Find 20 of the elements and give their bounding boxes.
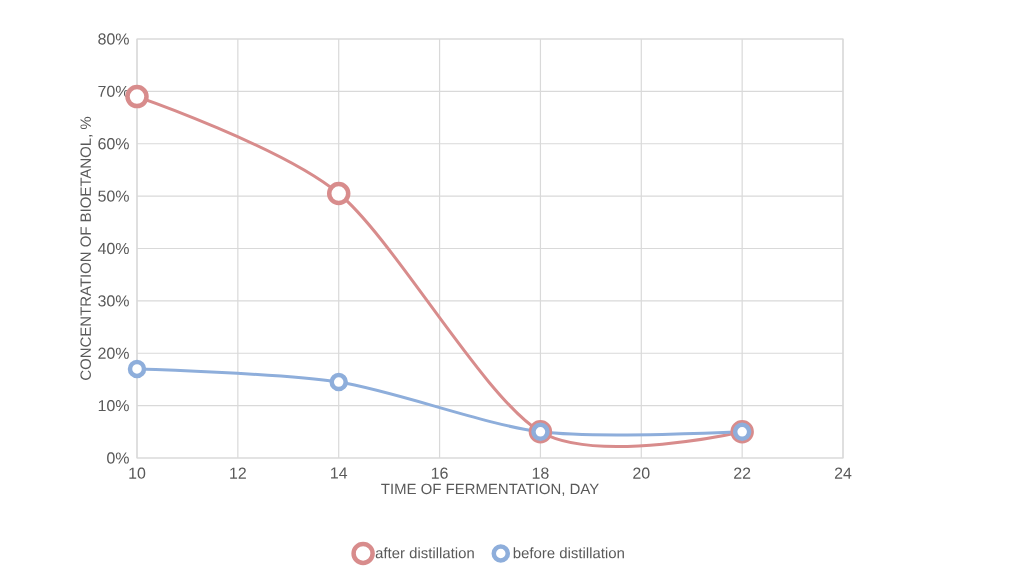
x-tick-label: 20	[633, 467, 650, 479]
y-axis-title: CONCENTRATION OF BIOETANOL, %	[80, 116, 93, 380]
y-tick-label: 30%	[98, 295, 129, 307]
y-tick-label: 80%	[98, 33, 129, 45]
x-tick-label: 22	[734, 467, 751, 479]
legend-label: after distillation	[375, 547, 474, 559]
x-tick-label: 24	[834, 467, 852, 479]
x-tick-label: 12	[230, 467, 246, 479]
y-tick-label: 0%	[107, 452, 129, 464]
x-axis-title: TIME OF FERMENTATION, DAY	[381, 483, 599, 496]
x-tick-label: 10	[129, 467, 146, 479]
y-tick-label: 20%	[98, 347, 129, 359]
legend-label: before distillation	[513, 547, 624, 559]
x-tick-label: 14	[331, 467, 348, 479]
y-tick-label: 60%	[98, 138, 129, 150]
x-tick-label: 16	[431, 467, 448, 479]
x-tick-label: 18	[532, 467, 549, 479]
y-tick-label: 50%	[98, 190, 129, 202]
y-tick-label: 40%	[97, 242, 129, 255]
y-tick-label: 10%	[98, 399, 129, 412]
